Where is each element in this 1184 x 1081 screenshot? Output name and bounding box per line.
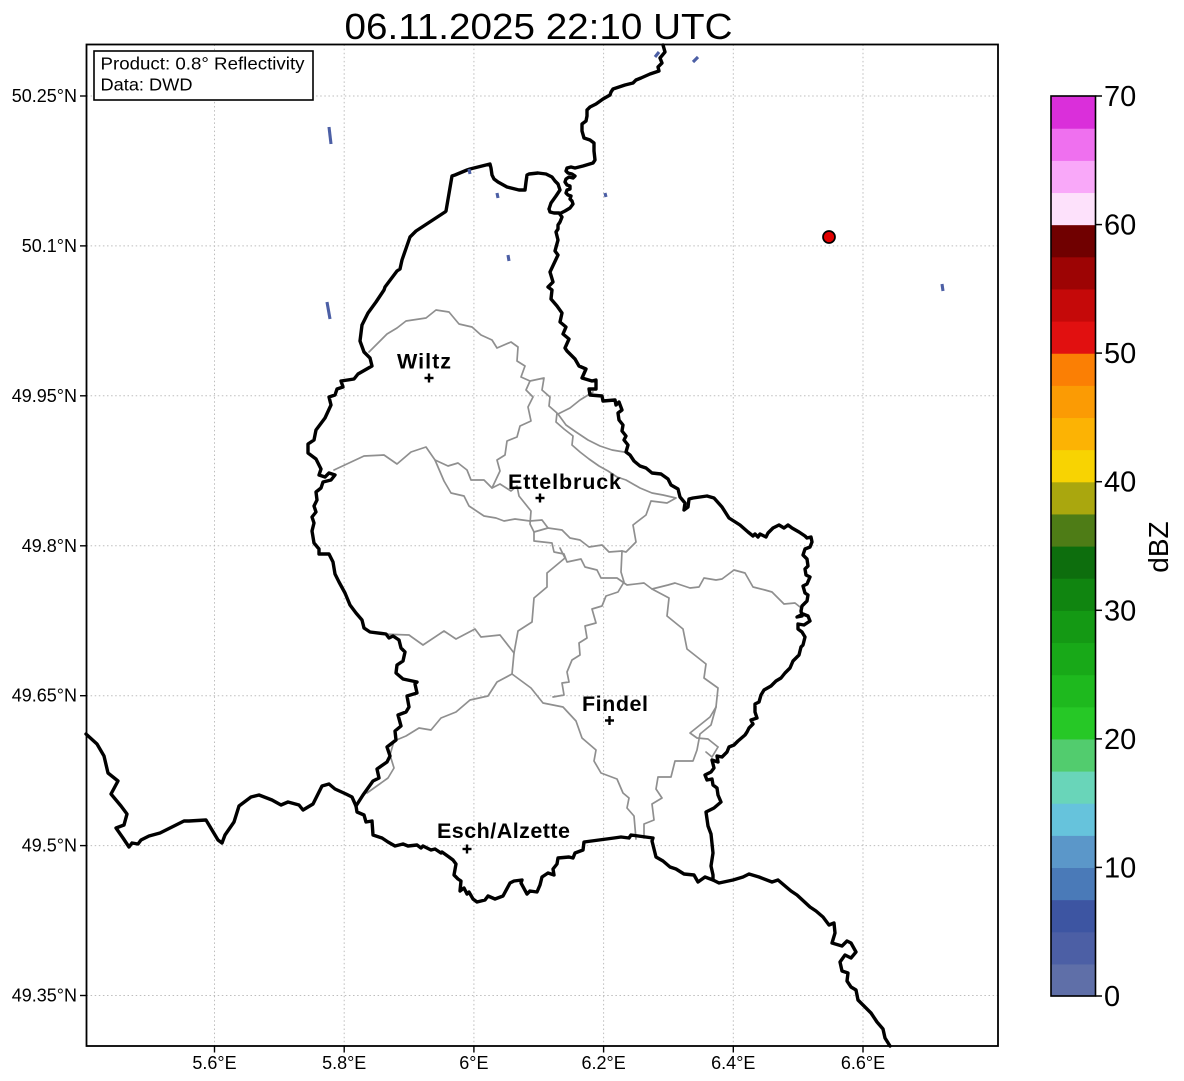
svg-text:30: 30 [1104,595,1136,627]
svg-text:70: 70 [1104,81,1136,113]
svg-text:6.4°E: 6.4°E [711,1053,755,1073]
svg-text:Wiltz: Wiltz [397,350,451,374]
svg-text:dBZ: dBZ [1143,521,1174,572]
svg-text:Product: 0.8° Reflectivity: Product: 0.8° Reflectivity [101,54,305,74]
svg-text:49.95°N: 49.95°N [12,386,77,406]
svg-text:6°E: 6°E [459,1053,488,1073]
svg-text:10: 10 [1104,852,1136,884]
svg-text:06.11.2025 22:10 UTC: 06.11.2025 22:10 UTC [345,6,733,47]
svg-text:40: 40 [1104,467,1136,499]
svg-text:5.8°E: 5.8°E [322,1053,366,1073]
svg-text:Ettelbruck: Ettelbruck [508,470,621,494]
svg-text:Findel: Findel [582,692,648,716]
svg-text:Data: DWD: Data: DWD [101,75,193,95]
svg-text:49.35°N: 49.35°N [12,986,77,1006]
svg-text:Esch/Alzette: Esch/Alzette [437,819,570,843]
svg-text:50.1°N: 50.1°N [22,236,77,256]
svg-text:50: 50 [1104,338,1136,370]
svg-text:20: 20 [1104,724,1136,756]
svg-text:5.6°E: 5.6°E [192,1053,236,1073]
svg-text:49.65°N: 49.65°N [12,686,77,706]
svg-text:6.2°E: 6.2°E [581,1053,625,1073]
svg-text:49.5°N: 49.5°N [22,836,77,856]
svg-text:50.25°N: 50.25°N [12,86,77,106]
svg-text:60: 60 [1104,210,1136,242]
svg-text:49.8°N: 49.8°N [22,536,77,556]
svg-text:6.6°E: 6.6°E [841,1053,885,1073]
svg-text:0: 0 [1104,981,1120,1013]
